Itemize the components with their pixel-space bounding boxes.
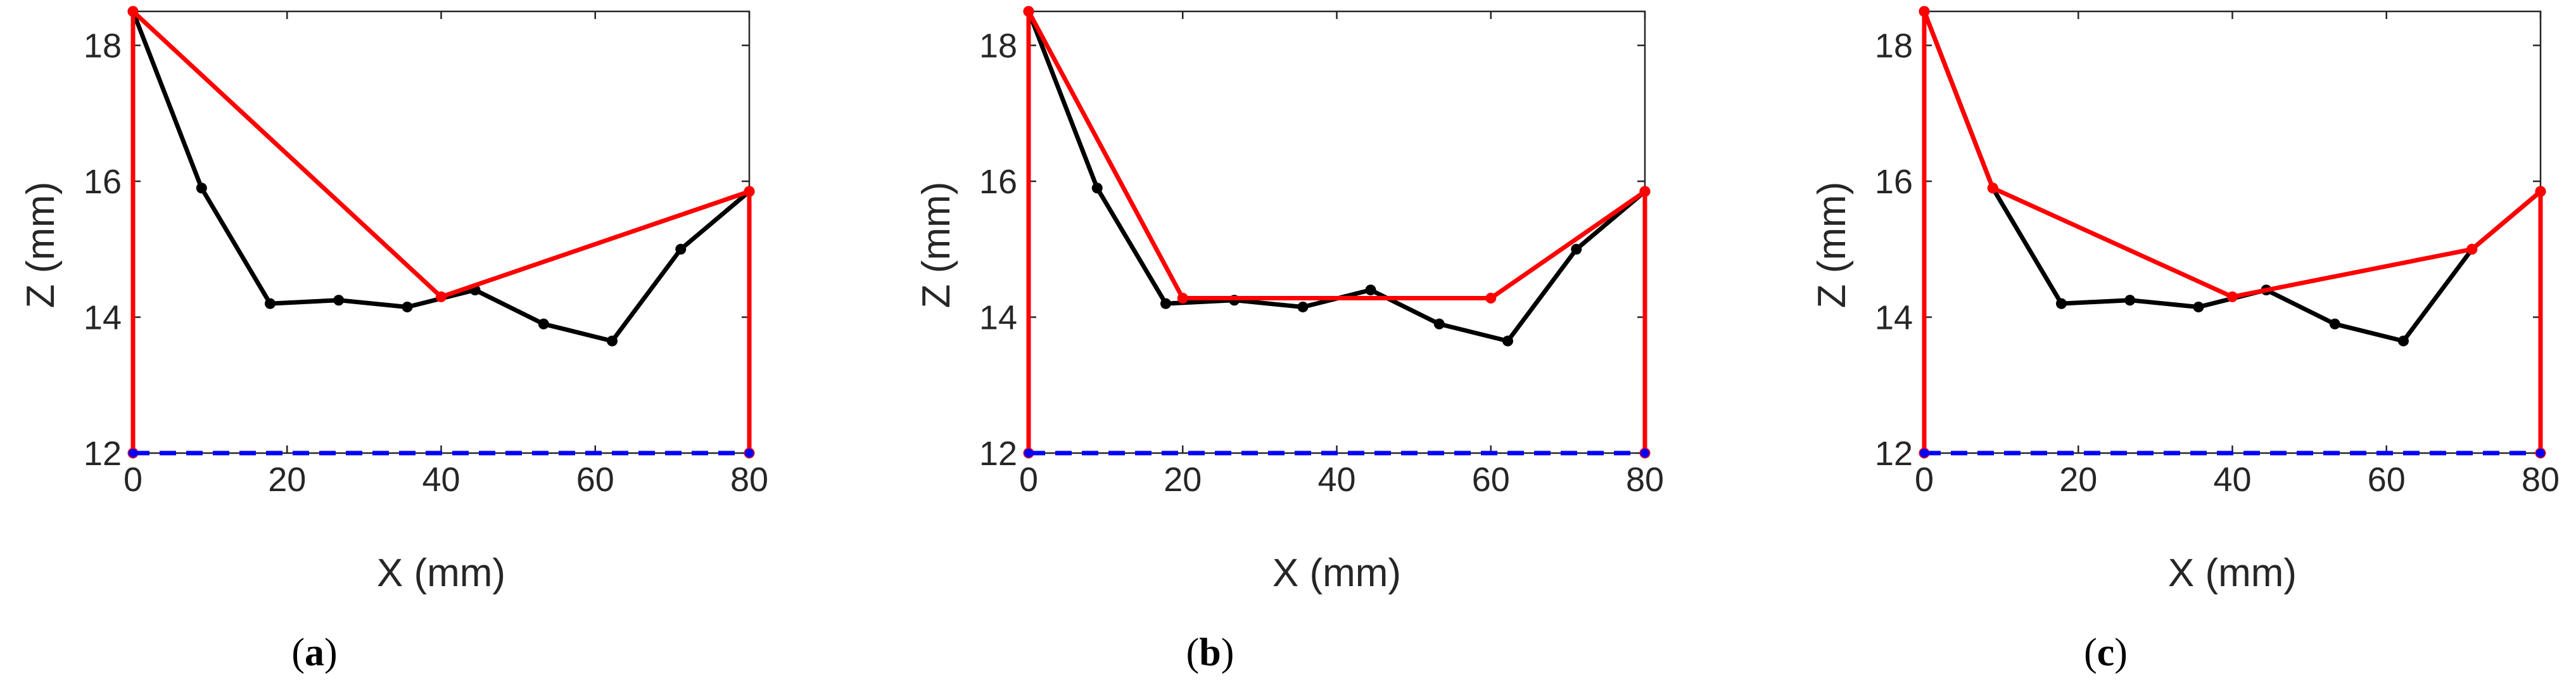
measured-point bbox=[1571, 243, 1582, 255]
measured-point bbox=[2124, 295, 2136, 306]
fitted-point bbox=[1987, 182, 1998, 194]
x-tick-label: 60 bbox=[576, 461, 614, 499]
measured-point bbox=[2398, 335, 2409, 347]
caption-paren-open: ( bbox=[291, 631, 305, 674]
baseline-point bbox=[129, 449, 137, 458]
fitted-point bbox=[436, 291, 447, 302]
x-tick-label: 80 bbox=[730, 461, 768, 499]
x-tick-label: 80 bbox=[2522, 461, 2560, 499]
chart-panel-c: 0 20 40 60 80 12 14 16 18 X (mm) Z (mm) (c) bbox=[1810, 6, 2560, 674]
axes-frame bbox=[132, 10, 751, 454]
fitted-point bbox=[2227, 291, 2238, 302]
measured-point bbox=[1502, 335, 1514, 347]
baseline-point bbox=[1024, 449, 1033, 458]
y-tick-label: 12 bbox=[1875, 435, 1913, 473]
measured-point bbox=[333, 295, 345, 306]
baseline-point bbox=[2536, 449, 2545, 458]
x-tick-label: 20 bbox=[268, 461, 306, 499]
fitted-point bbox=[2535, 186, 2546, 197]
baseline-point bbox=[745, 449, 754, 458]
y-tick-label: 12 bbox=[84, 435, 122, 473]
measured-point bbox=[264, 298, 276, 309]
y-tick-label: 12 bbox=[979, 435, 1017, 473]
panel-caption: (b) bbox=[1186, 631, 1234, 674]
y-tick-label: 16 bbox=[979, 163, 1017, 201]
measured-point bbox=[1433, 318, 1445, 330]
fitted-point bbox=[1177, 293, 1188, 304]
fitted-point bbox=[1639, 186, 1651, 197]
chart-panel-b: 0 20 40 60 80 12 14 16 18 X (mm) Z (mm) (b) bbox=[915, 6, 1664, 674]
x-axis-label: X (mm) bbox=[1272, 551, 1401, 595]
axes-frame bbox=[1027, 10, 1646, 454]
measured-point bbox=[2055, 298, 2067, 309]
x-tick-label: 60 bbox=[1472, 461, 1510, 499]
caption-paren-close: ) bbox=[2114, 631, 2128, 674]
fitted-point bbox=[127, 6, 139, 17]
measured-point bbox=[1091, 182, 1103, 194]
y-tick-label: 14 bbox=[979, 299, 1017, 337]
measured-point bbox=[675, 243, 687, 255]
y-tick-label: 16 bbox=[84, 163, 122, 201]
x-tick-label: 40 bbox=[2213, 461, 2251, 499]
fitted-red-line bbox=[1026, 9, 1647, 456]
y-tick-label: 16 bbox=[1875, 163, 1913, 201]
caption-letter: c bbox=[2097, 631, 2115, 674]
x-tick-label: 20 bbox=[2059, 461, 2097, 499]
y-axis-label: Z (mm) bbox=[19, 182, 63, 309]
fitted-point bbox=[744, 186, 755, 197]
fitted-point bbox=[1485, 293, 1497, 304]
x-tick-label: 0 bbox=[1019, 461, 1038, 499]
measured-point bbox=[538, 318, 549, 330]
caption-letter: a bbox=[305, 631, 324, 674]
caption-paren-close: ) bbox=[324, 631, 338, 674]
x-axis-label: X (mm) bbox=[377, 551, 505, 595]
measured-point bbox=[1365, 285, 1376, 296]
caption-paren-open: ( bbox=[1186, 631, 1200, 674]
x-tick-label: 40 bbox=[422, 461, 460, 499]
y-tick-label: 18 bbox=[84, 27, 122, 65]
measured-point bbox=[196, 182, 207, 194]
x-tick-label: 40 bbox=[1317, 461, 1355, 499]
x-axis-label: X (mm) bbox=[2168, 551, 2297, 595]
panel-caption: (c) bbox=[2084, 631, 2128, 674]
caption-paren-open: ( bbox=[2084, 631, 2097, 674]
x-tick-label: 20 bbox=[1164, 461, 1202, 499]
x-tick-label: 0 bbox=[1915, 461, 1934, 499]
x-tick-label: 60 bbox=[2368, 461, 2406, 499]
y-tick-label: 18 bbox=[1875, 27, 1913, 65]
y-axis-label: Z (mm) bbox=[1810, 182, 1854, 309]
x-tick-label: 80 bbox=[1626, 461, 1664, 499]
baseline-point bbox=[1640, 449, 1649, 458]
panel-caption: (a) bbox=[291, 631, 337, 674]
x-tick-label: 0 bbox=[124, 461, 143, 499]
y-tick-label: 14 bbox=[1875, 299, 1913, 337]
chart-panel-a: 0 20 40 60 80 12 14 16 18 X (mm) Z (mm) (a) bbox=[19, 6, 768, 674]
caption-paren-close: ) bbox=[1221, 631, 1234, 674]
fitted-point bbox=[1023, 6, 1034, 17]
caption-letter: b bbox=[1199, 631, 1221, 674]
measured-point bbox=[402, 301, 413, 312]
fitted-point bbox=[1919, 6, 1930, 17]
y-axis-label: Z (mm) bbox=[915, 182, 958, 309]
fitted-point bbox=[2466, 243, 2478, 255]
measured-point bbox=[1297, 301, 1309, 312]
measured-point bbox=[2193, 301, 2204, 312]
baseline-point bbox=[1920, 449, 1929, 458]
y-tick-label: 14 bbox=[84, 299, 122, 337]
measured-point bbox=[1160, 298, 1171, 309]
y-tick-label: 18 bbox=[979, 27, 1017, 65]
measured-point bbox=[2329, 318, 2340, 330]
measured-point bbox=[607, 335, 618, 347]
